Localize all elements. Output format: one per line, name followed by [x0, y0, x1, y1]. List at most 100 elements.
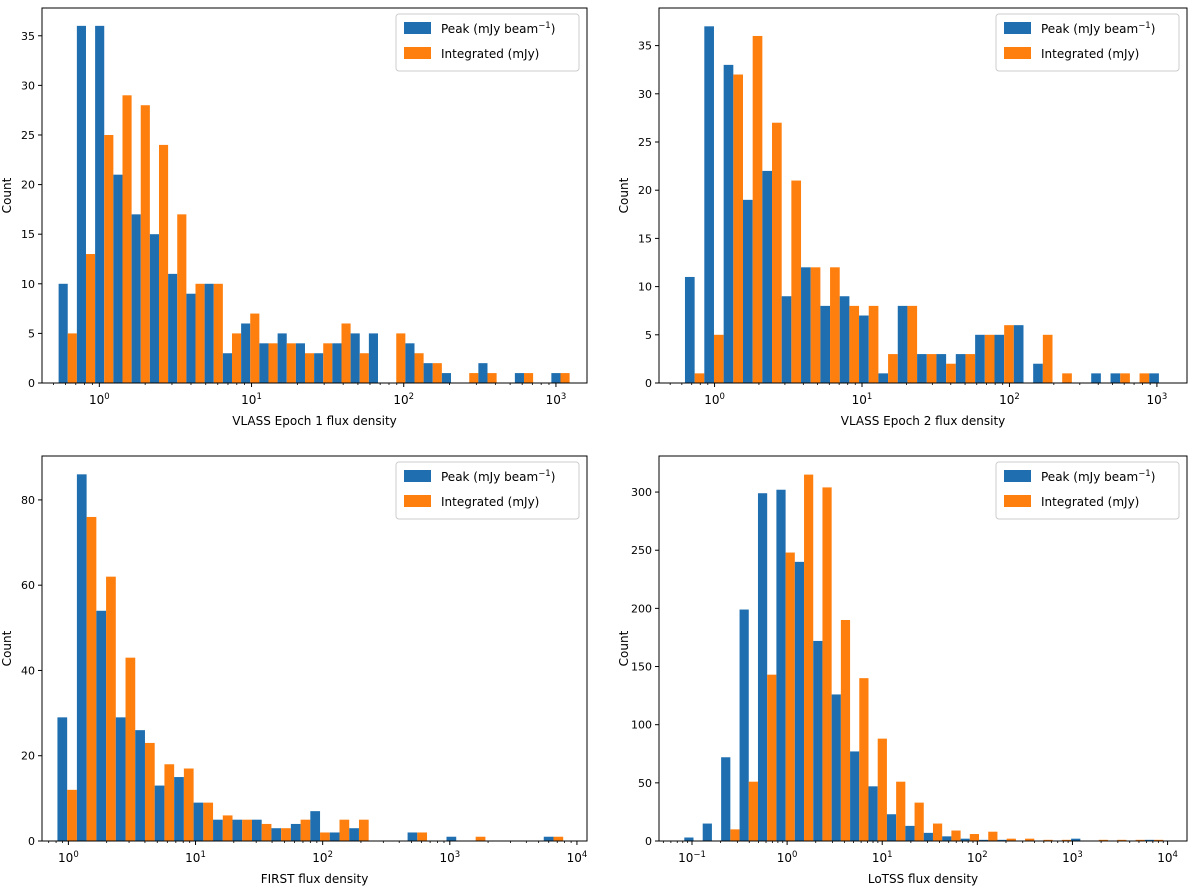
- bar-peak: [757, 493, 768, 841]
- bar-integrated: [560, 373, 570, 383]
- bar-peak: [684, 276, 695, 383]
- bar-peak: [350, 333, 360, 383]
- bar-peak: [168, 273, 178, 383]
- bar-peak: [942, 836, 952, 841]
- bar-peak: [514, 373, 524, 383]
- x-tick-label: 102: [999, 392, 1020, 407]
- bar-integrated: [323, 343, 333, 383]
- bar-peak: [259, 343, 269, 383]
- bar-integrated: [67, 333, 77, 383]
- y-tick-label: 150: [631, 661, 652, 674]
- bar-integrated: [339, 819, 350, 841]
- bar-integrated: [341, 323, 351, 383]
- x-tick-label: 100: [704, 392, 725, 407]
- bar-peak: [329, 832, 340, 841]
- legend: Peak (mJy beam−1) Integrated (mJy): [995, 13, 1180, 72]
- bar-peak: [58, 283, 68, 383]
- bar-peak: [723, 64, 734, 383]
- bar-integrated: [358, 819, 369, 841]
- bar-peak: [742, 199, 753, 383]
- bar-peak: [271, 828, 282, 841]
- bar-integrated: [414, 353, 424, 383]
- x-tick-label: 100: [89, 392, 110, 407]
- bars: [684, 26, 1159, 384]
- y-tick-label: 60: [21, 579, 35, 592]
- bar-peak: [721, 757, 731, 841]
- bar-integrated: [694, 373, 705, 383]
- bar-peak: [839, 296, 850, 383]
- legend-label-integrated: Integrated (mJy): [441, 47, 539, 61]
- bar-peak: [149, 234, 159, 383]
- bar-integrated: [1043, 839, 1053, 841]
- axes-frame: [41, 7, 588, 384]
- bar-integrated: [1025, 838, 1035, 841]
- bar-peak: [1013, 325, 1024, 383]
- axes-frame: [658, 455, 1188, 842]
- x-tick-label: 103: [1062, 850, 1083, 865]
- bar-integrated: [1042, 334, 1053, 383]
- bar-peak: [897, 305, 908, 383]
- bar-integrated: [1061, 839, 1072, 841]
- y-tick-label: 5: [28, 327, 35, 340]
- bars: [684, 474, 1164, 841]
- bar-peak: [1149, 373, 1159, 383]
- bar-peak: [349, 828, 359, 841]
- bar-integrated: [804, 474, 814, 841]
- bar-integrated: [965, 354, 976, 383]
- bar-integrated: [791, 180, 802, 383]
- bar-peak: [193, 802, 204, 841]
- bar-integrated: [222, 815, 233, 841]
- axes-frame: [41, 455, 588, 842]
- bar-peak: [131, 214, 141, 383]
- bar-integrated: [1006, 838, 1016, 841]
- bar-peak: [222, 353, 232, 383]
- bar-integrated: [926, 354, 937, 383]
- bar-integrated: [106, 576, 116, 841]
- y-axis-label: Count: [0, 177, 14, 213]
- bar-integrated: [868, 305, 879, 383]
- y-tick-label: 300: [631, 486, 652, 499]
- x-tick-label: 101: [241, 392, 262, 407]
- y-axis-label: Count: [0, 630, 14, 666]
- chart-panel-1: 0 5 10 15 20 25 30 35 100 101 102 103 VLASS Epoch 1 …: [0, 7, 588, 428]
- bar-integrated: [772, 122, 782, 383]
- bar-integrated: [733, 74, 743, 383]
- bar-peak: [251, 819, 262, 841]
- legend-swatch-peak: [1004, 22, 1031, 34]
- bar-peak: [850, 751, 860, 841]
- bar-peak: [1033, 363, 1043, 383]
- y-tick-label: 35: [21, 30, 35, 43]
- y-tick-label: 0: [28, 835, 35, 848]
- y-tick-label: 200: [631, 602, 652, 615]
- x-axis-label: VLASS Epoch 2 flux density: [841, 414, 1006, 428]
- bar-peak: [923, 832, 933, 841]
- bar-integrated: [300, 819, 311, 841]
- chart-panel-2: 0 5 10 15 20 25 30 35 100 101 102 103 VLASS Epoch 2 …: [617, 7, 1188, 428]
- bar-peak: [478, 363, 488, 383]
- legend-label-peak: Peak (mJy beam−1): [1041, 469, 1155, 484]
- legend-box: [995, 461, 1180, 520]
- x-axis-label: LoTSS flux density: [868, 872, 978, 886]
- bar-integrated: [907, 305, 918, 383]
- legend-swatch-peak: [404, 470, 431, 482]
- x-tick-label: 100: [777, 850, 798, 865]
- bar-integrated: [840, 620, 851, 841]
- bar-peak: [213, 819, 223, 841]
- legend-swatch-integrated: [404, 47, 431, 59]
- bar-peak: [1110, 373, 1121, 383]
- bar-peak: [702, 823, 712, 841]
- bar-integrated: [195, 283, 205, 383]
- bar-peak: [277, 333, 287, 383]
- bar-integrated: [475, 836, 486, 841]
- bar-integrated: [810, 267, 821, 383]
- bar-peak: [917, 354, 927, 383]
- x-tick-label: 104: [567, 850, 588, 865]
- bar-peak: [975, 334, 985, 383]
- bar-integrated: [1098, 839, 1108, 841]
- bar-peak: [423, 363, 433, 383]
- x-tick-label: 10−1: [678, 850, 706, 865]
- legend-label-integrated: Integrated (mJy): [1041, 495, 1139, 509]
- bar-integrated: [785, 552, 795, 841]
- bar-integrated: [86, 516, 97, 841]
- bar-integrated: [988, 831, 998, 841]
